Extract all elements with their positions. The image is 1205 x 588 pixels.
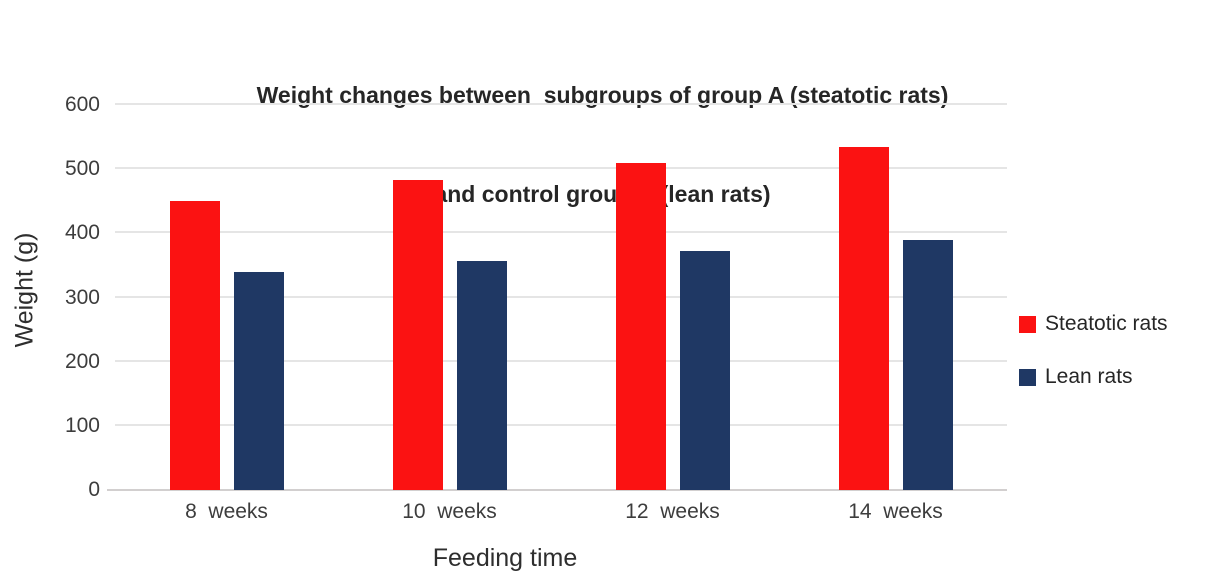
chart-title-line1: Weight changes between subgroups of grou…: [256, 82, 949, 108]
bar-group-12-weeks: [561, 105, 784, 490]
x-tick-label-8-weeks: 8 weeks: [185, 500, 268, 523]
x-axis-title: Feeding time: [432, 544, 578, 572]
gridline: [115, 295, 1007, 298]
bar-lean-rats-14-weeks: [902, 239, 953, 490]
legend: Steatotic rats Lean rats: [1019, 312, 1168, 418]
legend-item-steatotic-rats: Steatotic rats: [1019, 312, 1168, 336]
bar-steatotic-rats-10-weeks: [392, 180, 443, 490]
bar-lean-rats-8-weeks: [233, 271, 284, 490]
x-tick-label-12-weeks: 12 weeks: [625, 500, 720, 523]
y-tick-label-100: 100: [64, 413, 100, 437]
legend-label-steatotic-rats: Steatotic rats: [1045, 312, 1168, 335]
gridline: [115, 103, 1007, 105]
bar-steatotic-rats-14-weeks: [838, 146, 889, 490]
y-tick-label-0: 0: [88, 478, 100, 501]
x-tick-label-14-weeks: 14 weeks: [848, 500, 943, 523]
gridline: [115, 167, 1007, 170]
gridline: [115, 359, 1007, 362]
bar-lean-rats-10-weeks: [456, 260, 507, 490]
bar-lean-rats-12-weeks: [679, 250, 730, 490]
y-tick-label-200: 200: [64, 349, 100, 373]
gridline: [115, 231, 1007, 234]
bar-group-8-weeks: [115, 105, 338, 490]
chart-title: Weight changes between subgroups of grou…: [0, 13, 1205, 277]
y-tick-label-300: 300: [64, 285, 100, 309]
y-tick-label-400: 400: [64, 221, 100, 245]
x-tick-label-10-weeks: 10 weeks: [402, 500, 497, 523]
x-axis-line: [107, 489, 1007, 491]
bar-group-10-weeks: [338, 105, 561, 490]
bar-steatotic-rats-12-weeks: [615, 162, 666, 490]
legend-label-lean-rats: Lean rats: [1045, 365, 1133, 388]
y-tick-label-600: 600: [64, 93, 100, 116]
bar-group-14-weeks: [784, 105, 1007, 490]
bar-steatotic-rats-8-weeks: [169, 201, 220, 490]
legend-swatch-steatotic-rats: [1019, 315, 1036, 333]
gridline: [115, 423, 1007, 426]
legend-item-lean-rats: Lean rats: [1019, 365, 1168, 389]
y-tick-label-500: 500: [64, 157, 100, 181]
legend-swatch-lean-rats: [1019, 368, 1036, 386]
plot-area: [107, 103, 1007, 491]
